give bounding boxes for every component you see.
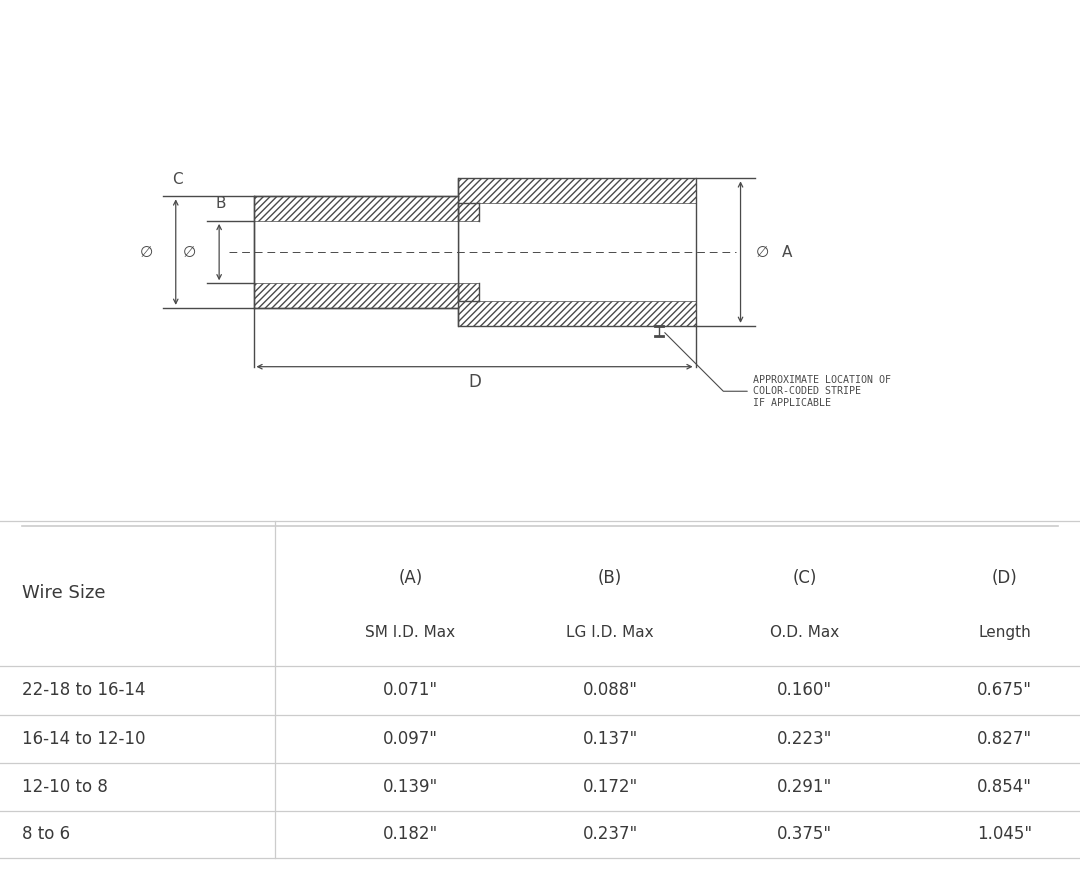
Text: 12-10 to 8: 12-10 to 8 [22,778,108,796]
Text: 0.375": 0.375" [777,826,833,843]
Text: $\varnothing$: $\varnothing$ [183,245,197,260]
Text: 22-18 to 16-14: 22-18 to 16-14 [22,682,145,699]
Text: 0.827": 0.827" [976,730,1032,748]
Text: B: B [216,196,226,211]
Text: A: A [782,245,792,260]
Text: 0.097": 0.097" [383,730,437,748]
Text: (D): (D) [991,568,1017,587]
Text: LG I.D. Max: LG I.D. Max [566,625,654,640]
Polygon shape [254,196,458,308]
Text: 0.854": 0.854" [977,778,1031,796]
Text: 8 to 6: 8 to 6 [22,826,70,843]
Text: 0.088": 0.088" [583,682,637,699]
Text: $\varnothing$: $\varnothing$ [138,245,153,260]
Text: 0.172": 0.172" [582,778,638,796]
Text: Wire Size: Wire Size [22,584,105,602]
Text: 0.182": 0.182" [382,826,438,843]
Text: 0.139": 0.139" [382,778,438,796]
Text: O.D. Max: O.D. Max [770,625,839,640]
Text: 0.237": 0.237" [582,826,638,843]
Text: (C): (C) [793,568,816,587]
Text: $\varnothing$: $\varnothing$ [755,245,769,260]
Text: (A): (A) [399,568,422,587]
Text: 1.045": 1.045" [976,826,1032,843]
Text: SM I.D. Max: SM I.D. Max [365,625,456,640]
Text: 0.675": 0.675" [977,682,1031,699]
Text: 16-14 to 12-10: 16-14 to 12-10 [22,730,145,748]
Text: APPROXIMATE LOCATION OF
COLOR-CODED STRIPE
IF APPLICABLE: APPROXIMATE LOCATION OF COLOR-CODED STRI… [665,332,891,408]
Text: C: C [172,171,183,187]
Polygon shape [458,179,696,326]
Text: 0.160": 0.160" [777,682,833,699]
Text: 0.071": 0.071" [382,682,438,699]
Text: D: D [468,373,481,392]
Text: 0.223": 0.223" [777,730,833,748]
Text: Length: Length [978,625,1030,640]
Text: (B): (B) [598,568,622,587]
Text: 0.137": 0.137" [582,730,638,748]
Text: 0.291": 0.291" [777,778,833,796]
